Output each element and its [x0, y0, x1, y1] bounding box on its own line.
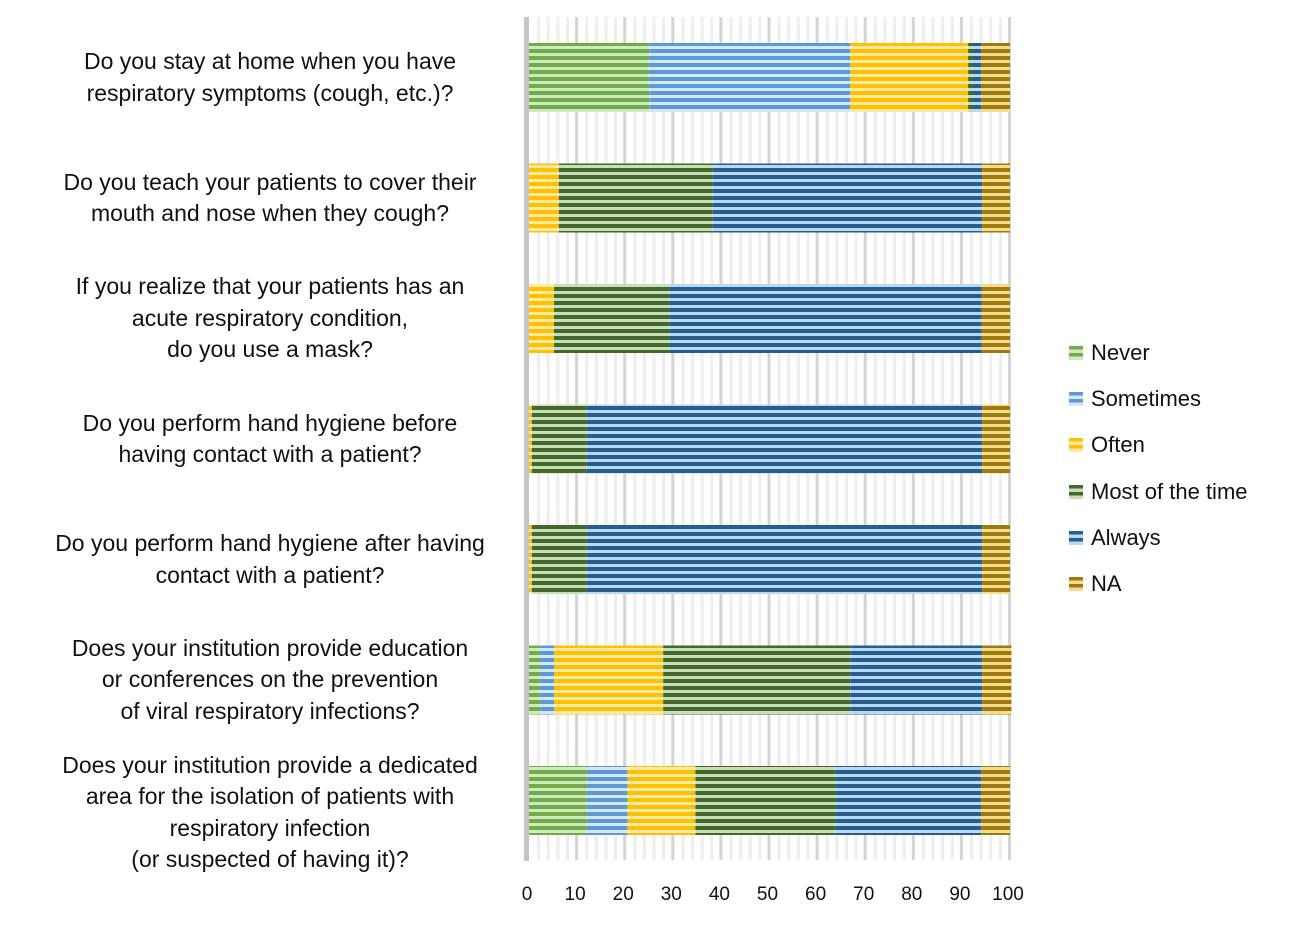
bar-segment-na [981, 766, 1010, 835]
x-tick-label: 80 [901, 884, 922, 905]
bar-segment-most-of-the-time [558, 163, 713, 233]
bar-segment-always [850, 645, 983, 715]
bar-segment-often [554, 645, 664, 715]
category-label: Do you perform hand hygiene after having… [55, 530, 485, 588]
x-tick-label: 60 [805, 884, 826, 905]
bar-segment-most-of-the-time [968, 43, 973, 112]
bar-segment-always [712, 163, 983, 233]
bar-segment-often [529, 163, 559, 233]
bar-segment-often [529, 525, 532, 594]
bar-segment-never [529, 43, 650, 112]
bar-segment-sometimes [649, 43, 851, 112]
legend-item: NA [1069, 561, 1248, 607]
bar-segment-na [982, 525, 1010, 594]
legend-swatch [1069, 530, 1083, 545]
category-label: Does your institution provide education … [71, 634, 469, 724]
x-tick-label: 90 [949, 884, 970, 905]
x-tick-label: 50 [757, 884, 778, 905]
category-label: If you realize that your patients has an… [75, 273, 465, 363]
bar-segment-sometimes [586, 766, 628, 835]
legend-label: NA [1091, 571, 1122, 597]
bar-segment-sometimes [540, 645, 555, 715]
legend-item: Always [1069, 515, 1248, 561]
bars [529, 43, 1012, 835]
bar-segment-most-of-the-time [531, 525, 587, 594]
x-axis-tick-labels: 0 10 20 30 40 50 60 70 80 90 100 [522, 884, 1024, 905]
category-label: Do you teach your patients to cover thei… [63, 168, 477, 227]
legend-swatch [1069, 577, 1083, 592]
legend-item: Sometimes [1069, 376, 1248, 422]
bar-segment-most-of-the-time [554, 284, 670, 353]
bar-segment-always [835, 766, 982, 835]
legend-item: Often [1069, 422, 1248, 468]
legend-swatch [1069, 392, 1083, 407]
legend-label: Never [1091, 340, 1150, 366]
legend-label: Sometimes [1091, 386, 1202, 412]
x-tick-label: 10 [565, 884, 586, 905]
legend-swatch [1069, 438, 1083, 453]
bar-segment-na [981, 43, 1010, 112]
bar-segment-most-of-the-time [531, 404, 587, 474]
legend-swatch [1069, 484, 1083, 499]
bar-segment-always [586, 525, 983, 594]
bar-segment-na [982, 645, 1012, 715]
bar-segment-often [850, 43, 969, 112]
y-axis-line [524, 17, 529, 861]
bar-segment-na [982, 404, 1010, 474]
legend-label: Most of the time [1091, 478, 1248, 504]
bar-segment-often [529, 284, 555, 353]
x-tick-label: 40 [709, 884, 730, 905]
category-label: Do you perform hand hygiene before havin… [82, 409, 458, 468]
legend-item: Most of the time [1069, 469, 1248, 515]
category-label: Do you stay at home when you have respir… [83, 48, 457, 106]
x-tick-label: 70 [853, 884, 874, 905]
x-tick-label: 30 [661, 884, 682, 905]
bar-segment-na [981, 284, 1010, 353]
x-tick-label: 20 [613, 884, 634, 905]
legend: Never Sometimes Often Most of the time Alway… [1069, 330, 1248, 607]
bar-segment-na [982, 163, 1010, 233]
bar-segment-always [972, 43, 982, 112]
bar-segment-most-of-the-time [695, 766, 836, 835]
bar-segment-always [586, 404, 983, 474]
x-tick-label: 0 [522, 884, 533, 905]
legend-label: Always [1091, 524, 1161, 550]
legend-label: Often [1091, 432, 1145, 458]
bar-segment-never [529, 645, 541, 715]
bar-segment-most-of-the-time [663, 645, 851, 715]
bar-segment-never [529, 766, 587, 835]
bar-segment-often [529, 404, 532, 474]
bar-segment-often [627, 766, 696, 835]
legend-swatch [1069, 346, 1083, 361]
category-label: Does your institution provide a dedicate… [62, 751, 478, 873]
bar-segment-always [669, 284, 982, 353]
x-tick-label: 100 [992, 884, 1024, 905]
legend-item: Never [1069, 330, 1248, 376]
